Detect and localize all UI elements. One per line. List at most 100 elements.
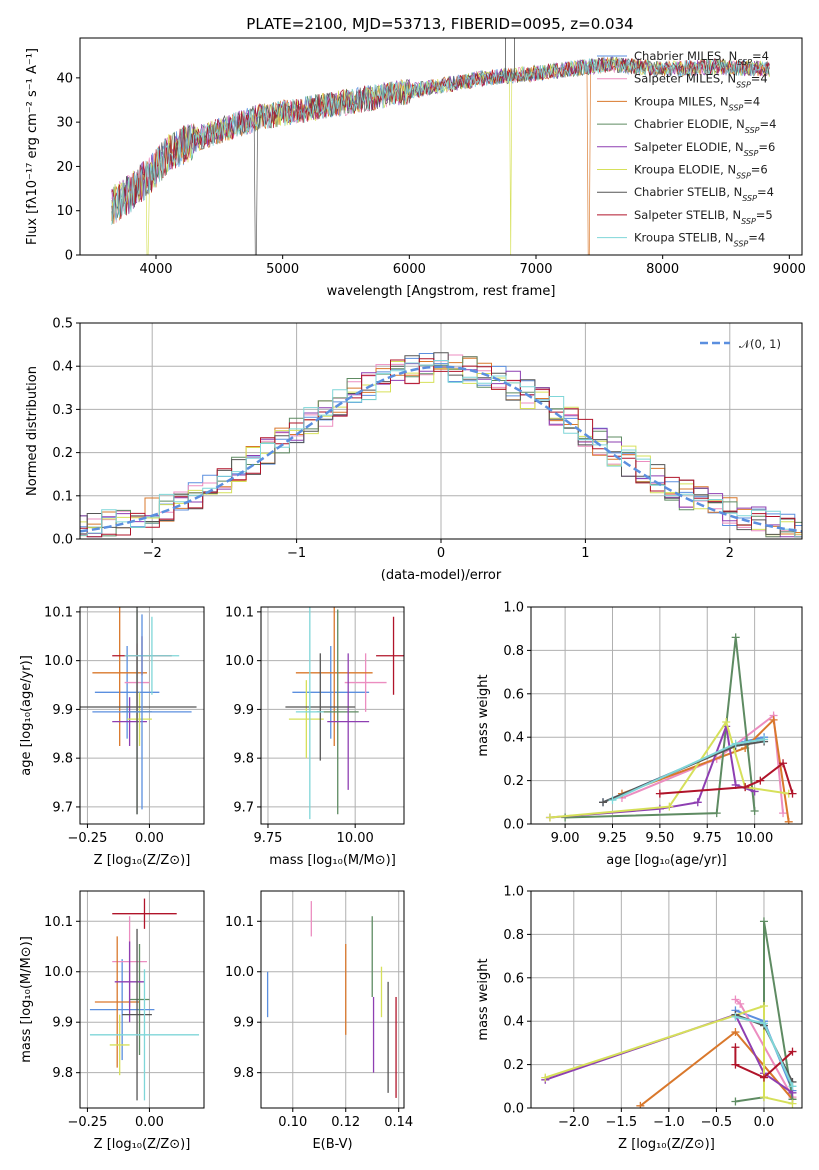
x-tick-label: 6000 xyxy=(393,262,426,277)
weight-marker xyxy=(759,1073,768,1082)
y-axis-label: mass [log₁₀(M/M⊙)] xyxy=(19,936,34,1063)
mass_vs_EBV-axes: 0.10 0.12 0.14 9.8 9.9 10.0 10.1 xyxy=(225,891,413,1130)
y-tick-label: 0.6 xyxy=(503,971,524,986)
x-tick-label: 0.0 xyxy=(754,1115,775,1130)
mass_vs_Z-errorbars xyxy=(89,898,200,1101)
weight-marker xyxy=(655,804,664,813)
weight-marker xyxy=(788,1047,797,1056)
y-tick-label: 0.6 xyxy=(503,687,524,702)
weight_vs_Z-lines xyxy=(541,917,797,1108)
weight-marker xyxy=(769,715,778,724)
y-tick-label: 9.8 xyxy=(52,752,73,767)
weight-marker xyxy=(599,798,608,807)
weight-marker xyxy=(788,789,797,798)
y-tick-label: 20 xyxy=(56,160,73,175)
y-tick-label: 9.8 xyxy=(52,1066,73,1081)
y-tick-label: 0.5 xyxy=(52,317,73,332)
y-tick-label: 9.8 xyxy=(233,752,254,767)
y-tick-label: 1.0 xyxy=(503,601,524,616)
weight-marker xyxy=(731,633,740,642)
y-tick-label: 10.1 xyxy=(225,605,254,620)
spectrum-legend: Chabrier MILES, NSSP=4 Salpeter MILES, NS… xyxy=(597,49,776,248)
histogram-series xyxy=(80,358,802,538)
legend-entry: 𝒩(0, 1) xyxy=(739,337,781,351)
weight-marker xyxy=(759,1019,768,1028)
weight-marker xyxy=(731,1097,740,1106)
weight-marker xyxy=(750,806,759,815)
weight-marker xyxy=(712,809,721,818)
age_vs_mass-axes: 9.75 10.00 9.7 9.8 9.9 10.0 10.1 xyxy=(225,605,404,846)
legend-entry: Kroupa ELODIE, NSSP=6 xyxy=(634,163,768,181)
x-tick-label: −0.25 xyxy=(68,831,108,846)
x-axis-label: wavelength [Angstrom, rest frame] xyxy=(327,284,556,299)
y-tick-label: 0.2 xyxy=(52,446,73,461)
weight-series-line xyxy=(659,761,794,795)
x-tick-label: 10.00 xyxy=(736,831,773,846)
x-tick-label: 9.50 xyxy=(645,831,674,846)
weight-marker xyxy=(731,1043,740,1052)
weight-marker xyxy=(665,802,674,811)
x-tick-label: −1.5 xyxy=(606,1115,638,1130)
y-tick-label: 10.0 xyxy=(44,965,73,980)
weight-marker xyxy=(736,999,745,1008)
x-tick-label: 0 xyxy=(437,546,445,561)
x-tick-label: 0.00 xyxy=(135,1115,164,1130)
y-tick-label: 9.7 xyxy=(52,800,73,815)
residual-histograms xyxy=(80,352,802,538)
y-tick-label: 0.2 xyxy=(503,774,524,789)
x-tick-label: 2 xyxy=(726,546,734,561)
mass_vs_EBV-errorbars xyxy=(266,901,397,1098)
y-tick-label: 9.9 xyxy=(233,703,254,718)
y-tick-label: 9.9 xyxy=(52,1016,73,1031)
spectrum-lines xyxy=(111,38,770,255)
y-tick-label: 0.4 xyxy=(52,360,73,375)
legend-entry: Kroupa MILES, NSSP=4 xyxy=(634,94,760,112)
figure-title: PLATE=2100, MJD=53713, FIBERID=0095, z=0… xyxy=(246,15,633,33)
y-tick-label: 0.2 xyxy=(503,1058,524,1073)
x-tick-label: 5000 xyxy=(266,262,299,277)
legend-entry: Salpeter ELODIE, NSSP=6 xyxy=(634,140,775,158)
weight-marker xyxy=(731,1012,740,1021)
weight-marker xyxy=(779,809,788,818)
y-tick-label: 0.4 xyxy=(503,1015,524,1030)
x-axis-label: E(B-V) xyxy=(312,1137,352,1152)
weight-marker xyxy=(636,1101,645,1108)
plot-frame xyxy=(79,890,205,1109)
y-axis-label: Flux [fλ10⁻¹⁷ erg cm⁻² s⁻¹ A⁻¹] xyxy=(25,48,40,245)
y-tick-label: 40 xyxy=(56,71,73,86)
weight-marker xyxy=(759,1093,768,1102)
legend-entry: Kroupa STELIB, NSSP=4 xyxy=(634,231,765,249)
y-axis-label: mass weight xyxy=(476,674,491,756)
y-tick-label: 10.0 xyxy=(225,654,254,669)
y-tick-label: 10 xyxy=(56,204,73,219)
x-tick-label: 0.10 xyxy=(278,1115,307,1130)
x-tick-label: 9.00 xyxy=(551,831,580,846)
spectrum-series-line xyxy=(111,57,770,225)
weight-marker xyxy=(760,735,769,744)
x-tick-label: 9.25 xyxy=(598,831,627,846)
y-tick-label: 9.8 xyxy=(233,1066,254,1081)
x-tick-label: 9.75 xyxy=(693,831,722,846)
weight-series-line xyxy=(549,722,755,819)
y-tick-label: 0.4 xyxy=(503,731,524,746)
age_vs_Z-axes: −0.25 0.00 9.7 9.8 9.9 10.0 10.1 xyxy=(44,605,204,846)
y-tick-label: 1.0 xyxy=(503,885,524,900)
plot-frame xyxy=(260,890,405,1109)
plot-frame xyxy=(530,606,803,825)
y-tick-label: 0.8 xyxy=(503,644,524,659)
weight-marker xyxy=(759,1002,768,1011)
age_vs_mass-errorbars xyxy=(285,607,404,820)
plot-frame xyxy=(79,322,803,540)
weight-marker xyxy=(731,1060,740,1069)
y-tick-label: 9.7 xyxy=(233,800,254,815)
y-tick-label: 0.8 xyxy=(503,928,524,943)
weight-marker xyxy=(731,995,740,1004)
mass_vs_Z-axes: −0.25 0.00 9.8 9.9 10.0 10.1 xyxy=(44,891,204,1130)
plot-frame xyxy=(530,890,803,1109)
residuals-axes: −2 −1 0 1 2 0.0 0.1 0.2 0.3 0.4 0.5 xyxy=(52,317,802,561)
plot-frame xyxy=(260,606,405,825)
x-tick-label: 0.14 xyxy=(384,1115,413,1130)
legend-entry: Chabrier STELIB, NSSP=4 xyxy=(634,185,774,203)
y-axis-label: age [log₁₀(age/yr)] xyxy=(19,655,34,776)
